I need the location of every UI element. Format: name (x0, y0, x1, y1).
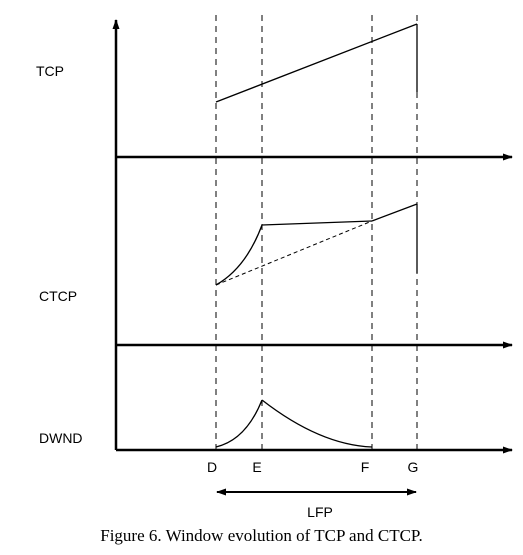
ctcp-reference-dashed-line (216, 221, 372, 285)
row-label-dwnd: DWND (39, 430, 83, 446)
marker-label-g: G (408, 459, 419, 475)
marker-label-f: F (361, 459, 370, 475)
dwnd-curve (216, 400, 372, 447)
marker-label-e: E (252, 459, 261, 475)
ctcp-curve (216, 204, 417, 285)
row-label-ctcp: CTCP (39, 288, 77, 304)
marker-label-d: D (207, 459, 217, 475)
tcp-curve (216, 24, 417, 102)
row-label-tcp: TCP (36, 63, 64, 79)
figure-caption: Figure 6. Window evolution of TCP and CT… (0, 526, 523, 546)
lfp-label: LFP (307, 504, 333, 520)
